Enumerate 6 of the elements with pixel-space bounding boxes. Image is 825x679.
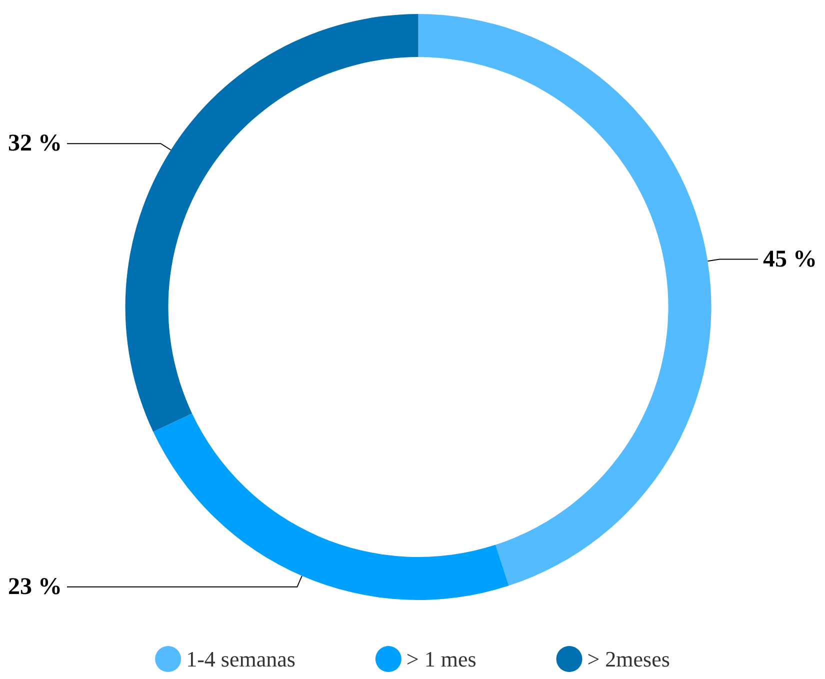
legend-label: > 2meses [587,646,670,672]
legend-label: 1-4 semanas [186,646,296,672]
data-label: 23 % [8,574,62,600]
data-label: 45 % [763,246,817,272]
legend-label: > 1 mes [406,646,476,672]
data-label: 32 % [8,130,62,157]
